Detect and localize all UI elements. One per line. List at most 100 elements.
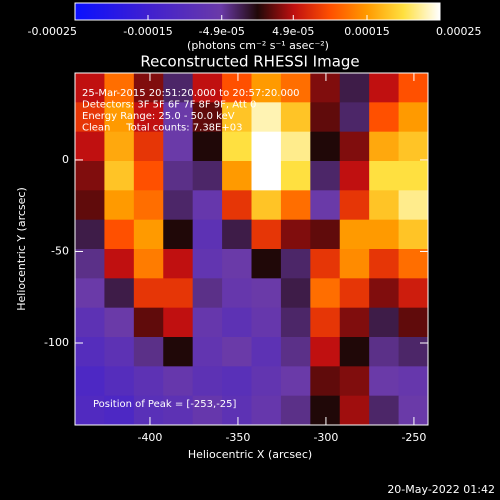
heat-cell [251, 102, 282, 133]
heat-cell [104, 337, 135, 367]
heat-cell [192, 190, 223, 221]
heat-cell [222, 307, 253, 338]
heat-cell [398, 395, 428, 425]
heat-cell [369, 161, 400, 191]
heat-cell [133, 366, 164, 397]
heat-cell [75, 161, 106, 191]
heat-cell [369, 190, 400, 221]
colorbar-label: (photons cm⁻² s⁻¹ asec⁻²) [187, 39, 329, 52]
heat-cell [222, 131, 253, 162]
heat-cell [75, 395, 106, 425]
heat-cell [251, 219, 282, 250]
heat-cell [133, 278, 164, 309]
heat-cell [369, 102, 400, 133]
heat-cell [251, 161, 282, 191]
heat-cell [104, 249, 135, 279]
heat-cell [104, 161, 135, 191]
heat-cell [369, 337, 400, 367]
heat-cell [222, 278, 253, 309]
heat-cell [104, 307, 135, 338]
heat-cell [310, 131, 341, 162]
heat-cell [310, 219, 341, 250]
y-axis-label: Heliocentric Y (arcsec) [15, 187, 28, 311]
timestamp: 20-May-2022 01:42 [387, 483, 495, 496]
heat-cell [75, 249, 106, 279]
annotation: Detectors: 3F 5F 6F 7F 8F 9F, Att 0 [82, 100, 256, 111]
heat-cell [163, 73, 194, 103]
annotation: Energy Range: 25.0 - 50.0 keV [82, 111, 235, 122]
heat-cell [192, 102, 223, 133]
heat-cell [192, 307, 223, 338]
heat-cell [251, 307, 282, 338]
heat-cell [280, 219, 311, 250]
heat-cell [75, 190, 106, 221]
heat-cell [398, 131, 428, 162]
heat-cell [310, 73, 341, 103]
heat-cell [280, 249, 311, 279]
heat-cell [192, 395, 223, 425]
heat-cell [163, 131, 194, 162]
heat-cell [310, 161, 341, 191]
colorbar-tick-label: -0.00025 [28, 25, 77, 38]
heat-cell [280, 73, 311, 103]
y-tick-label: -100 [44, 336, 69, 349]
heat-cell [75, 366, 106, 397]
heat-cell [251, 249, 282, 279]
heat-cell [104, 73, 135, 103]
heat-cell [339, 278, 370, 309]
heat-cell [75, 278, 106, 309]
heat-cell [163, 307, 194, 338]
heat-cell [251, 190, 282, 221]
heat-cell [163, 102, 194, 133]
heat-cell [339, 73, 370, 103]
heat-cell [339, 249, 370, 279]
heat-cell [339, 190, 370, 221]
heat-cell [133, 219, 164, 250]
heat-cell [251, 395, 282, 425]
heat-cell [104, 102, 135, 133]
heat-cell [104, 219, 135, 250]
heat-cell [222, 190, 253, 221]
heat-cell [310, 307, 341, 338]
heat-cell [280, 102, 311, 133]
heat-cell [104, 131, 135, 162]
heat-cell [369, 131, 400, 162]
heat-cell [369, 249, 400, 279]
colorbar-tick-label: -4.9e-05 [199, 25, 245, 38]
heat-cell [398, 219, 428, 250]
heat-cell [280, 190, 311, 221]
heat-cell [251, 131, 282, 162]
heat-cell [251, 366, 282, 397]
heat-cell [398, 102, 428, 133]
heat-cell [339, 102, 370, 133]
x-tick-label: -300 [313, 431, 338, 444]
heat-cell [222, 161, 253, 191]
heat-cell [133, 161, 164, 191]
heat-cell [163, 366, 194, 397]
heat-cell [280, 366, 311, 397]
heat-cell [75, 102, 106, 133]
heat-cell [398, 73, 428, 103]
heat-cell [222, 366, 253, 397]
annotation: Clean Total counts: 7.38E+03 [82, 123, 242, 134]
heat-cell [280, 161, 311, 191]
x-axis-label: Heliocentric X (arcsec) [188, 448, 312, 461]
heat-cell [310, 249, 341, 279]
plot-frame [74, 72, 429, 426]
heat-cell [339, 337, 370, 367]
heat-cell [222, 219, 253, 250]
heat-cell [163, 219, 194, 250]
heat-cell [280, 131, 311, 162]
heat-cell [163, 161, 194, 191]
heat-cell [251, 278, 282, 309]
heat-cell [75, 131, 106, 162]
colorbar-tick-label: 0.00025 [436, 25, 482, 38]
annotation: 25-Mar-2015 20:51:20.000 to 20:57:20.000 [82, 88, 300, 99]
heat-cell [104, 395, 135, 425]
heat-cell [133, 249, 164, 279]
heat-cell [398, 161, 428, 191]
heat-cell [280, 278, 311, 309]
heat-cell [251, 337, 282, 367]
